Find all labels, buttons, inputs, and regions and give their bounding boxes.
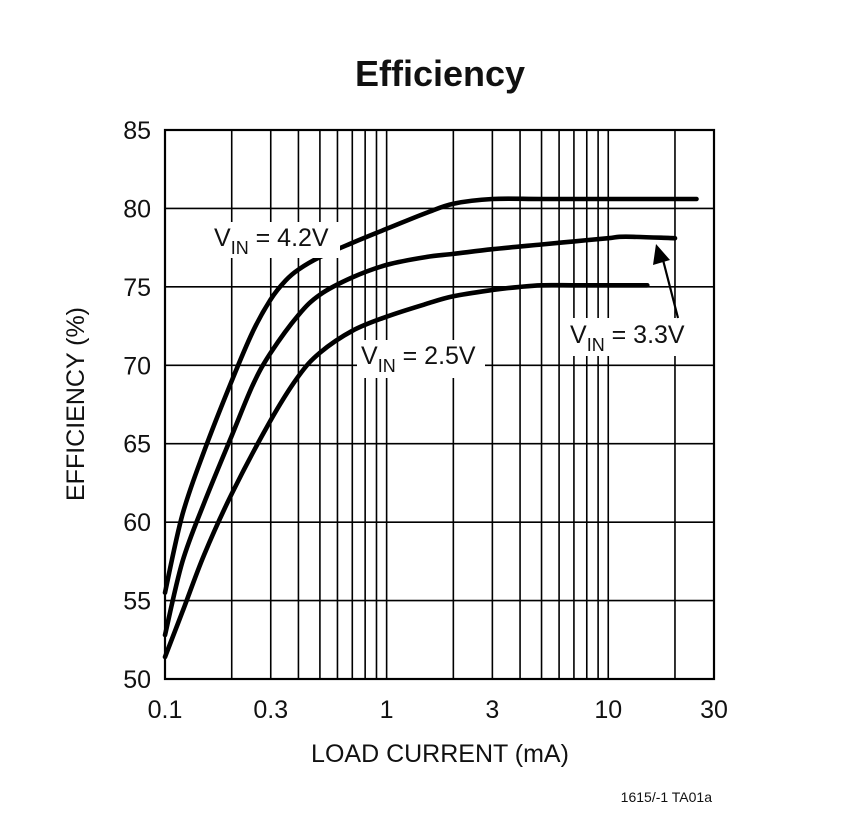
series-line-1 — [162, 234, 678, 638]
y-tick-label: 75 — [123, 274, 151, 302]
y-tick-label: 55 — [123, 588, 151, 616]
x-tick-label: 1 — [380, 696, 394, 724]
y-tick-label: 60 — [123, 509, 151, 537]
series-label-1: VIN = 3.3V — [570, 321, 685, 355]
x-tick-labels: 0.1 0.3 1 3 10 30 — [148, 696, 728, 724]
figure-id: 1615/-1 TA01a — [621, 789, 713, 805]
plot-frame — [163, 128, 716, 681]
series-label-bg — [566, 318, 696, 356]
annotation-arrow-head — [653, 244, 670, 265]
series-label-2: VIN = 2.5V — [361, 342, 476, 376]
y-axis-label: EFFICIENCY (%) — [62, 307, 90, 501]
y-tick-label: 80 — [123, 195, 151, 223]
series-label-0: VIN = 4.2V — [214, 224, 329, 258]
series-labels: VIN = 4.2V VIN = 3.3V VIN = 2.5V — [212, 222, 696, 378]
series-line-2 — [162, 282, 650, 660]
x-tick-label: 30 — [700, 696, 728, 724]
x-tick-label: 10 — [594, 696, 622, 724]
y-tick-label: 65 — [123, 431, 151, 459]
grid — [165, 130, 714, 679]
x-tick-label: 3 — [485, 696, 499, 724]
x-tick-label: 0.1 — [148, 696, 183, 724]
y-tick-label: 70 — [123, 352, 151, 380]
series-label-bg — [212, 222, 340, 258]
y-tick-label: 85 — [123, 117, 151, 145]
annotation-arrow-shaft — [660, 255, 680, 319]
y-tick-label: 50 — [123, 666, 151, 694]
chart-title: Efficiency — [355, 53, 525, 94]
series-label-bg — [357, 340, 485, 378]
x-tick-label: 0.3 — [253, 696, 288, 724]
x-axis-label: LOAD CURRENT (mA) — [311, 740, 569, 768]
y-tick-labels: 50 55 60 65 70 75 80 85 — [123, 117, 151, 694]
series-group — [162, 196, 699, 660]
